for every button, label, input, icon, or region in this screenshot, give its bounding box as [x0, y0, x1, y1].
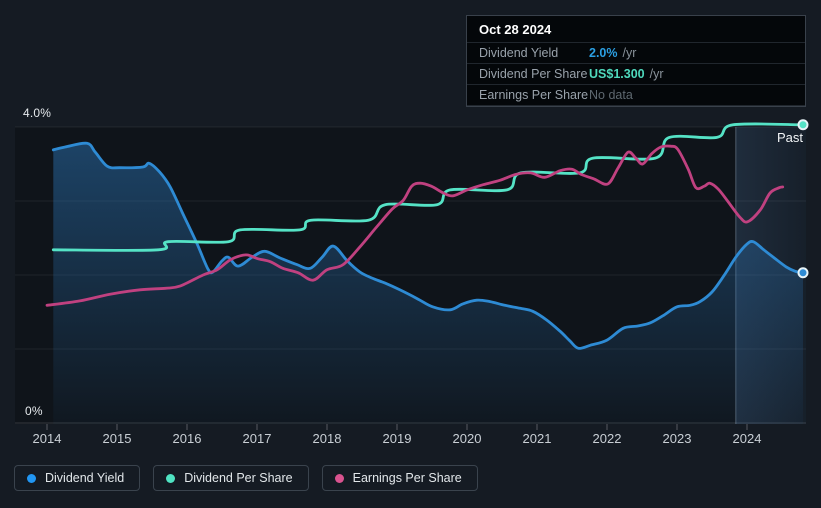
tooltip-row-value: 2.0%	[589, 46, 618, 60]
dividend-per-share-dot-icon	[166, 473, 176, 483]
earnings-per-share-line	[45, 144, 785, 307]
legend-item-earnings-per-share[interactable]: Earnings Per Share	[321, 465, 478, 491]
tooltip-row-unit: /yr	[649, 67, 664, 81]
legend: Dividend Yield Dividend Per Share Earnings…	[14, 465, 478, 491]
past-label: Past	[776, 130, 803, 145]
tooltip-row-earnings-per-share: Earnings Per Share No data	[467, 85, 805, 106]
tooltip-row-dividend-yield: Dividend Yield 2.0% /yr	[467, 43, 805, 64]
tooltip-row-label: Dividend Per Share	[479, 67, 588, 81]
tooltip-rows: Dividend Yield 2.0%/yr Dividend Per Share U…	[467, 43, 805, 106]
legend-label: Dividend Yield	[45, 471, 125, 485]
dividend-per-share-line	[51, 122, 805, 252]
tooltip-row-label: Earnings Per Share	[479, 88, 589, 102]
legend-label: Dividend Per Share	[184, 471, 293, 485]
dividend-yield-end-marker	[797, 267, 809, 279]
legend-item-dividend-yield[interactable]: Dividend Yield	[14, 465, 141, 491]
tooltip-row-value: No data	[589, 88, 633, 102]
tooltip-row-unit: /yr	[622, 46, 637, 60]
earnings-per-share-dot-icon	[334, 473, 344, 483]
y-axis-label-max: 4.0%	[23, 106, 52, 120]
dividend-yield-area	[53, 143, 804, 424]
legend-label: Earnings Per Share	[352, 471, 462, 485]
legend-item-dividend-per-share[interactable]: Dividend Per Share	[153, 465, 309, 491]
dividend-yield-dot-icon	[27, 473, 36, 483]
tooltip-date: Oct 28 2024	[467, 16, 805, 43]
tooltip: Oct 28 2024 Dividend Yield 2.0%/yr Dividen…	[466, 15, 806, 107]
tooltip-row-value: US$1.300	[589, 67, 645, 81]
y-axis-label-min: 0%	[25, 404, 43, 418]
dividend-per-share-end-marker	[797, 119, 809, 131]
tooltip-row-label: Dividend Yield	[479, 46, 559, 60]
dividend-yield-line	[51, 141, 805, 350]
tooltip-row-dividend-per-share: Dividend Per Share US$1.300/yr	[467, 64, 805, 85]
